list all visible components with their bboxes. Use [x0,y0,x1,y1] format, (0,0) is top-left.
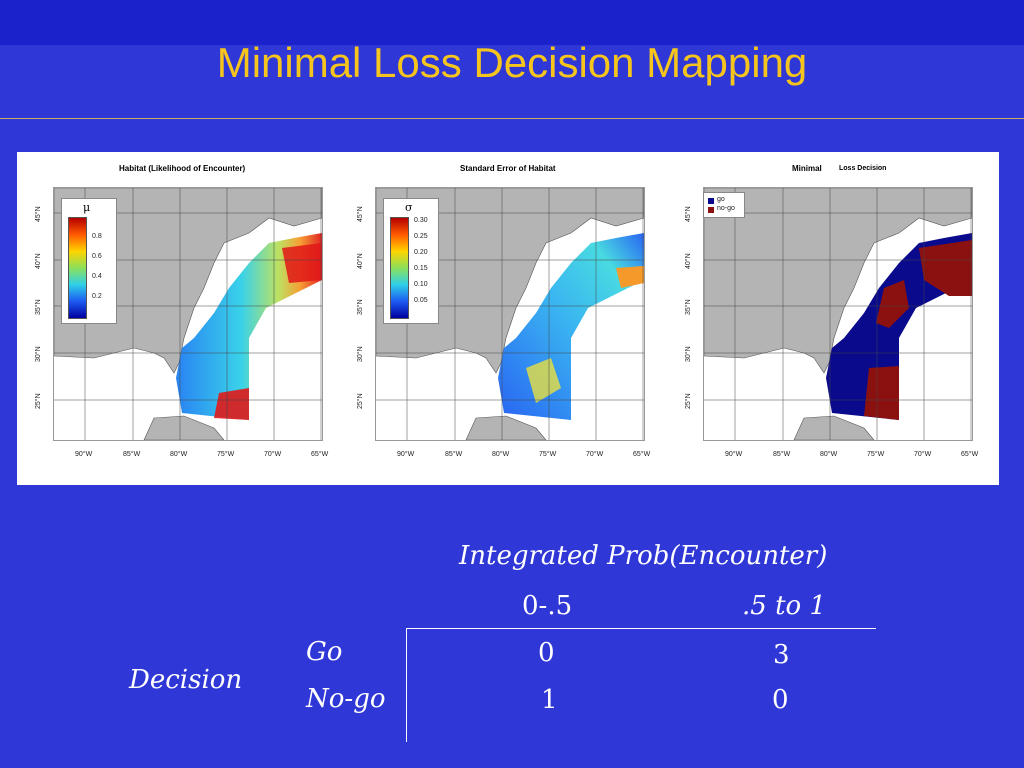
lon-label: 90°W [397,451,415,458]
row-group-label: Decision [129,665,243,695]
decision-legend: go no-go [703,192,745,218]
lat-label: 35°N [35,299,42,315]
legend-tick: 0.05 [414,297,428,304]
lat-label: 45°N [35,206,42,222]
panel-title: Habitat (Likelihood of Encounter) [119,164,246,173]
top-band [0,0,1024,45]
slide-title: Minimal Loss Decision Mapping [216,39,808,86]
nogo-swatch [708,207,714,213]
lon-label: 90°W [75,451,93,458]
lat-label: 45°N [685,206,692,222]
legend-tick: 0.25 [414,233,428,240]
lon-label: 70°W [914,451,932,458]
lon-label: 65°W [961,451,979,458]
lon-label: 85°W [773,451,791,458]
habitat-legend: μ 0.8 0.6 0.4 0.2 [61,198,117,324]
legend-tick: 0.15 [414,265,428,272]
lon-label: 85°W [445,451,463,458]
panel-title-part: Minimal [792,164,822,173]
lat-label: 30°N [685,346,692,362]
row-label: No-go [306,684,386,714]
go-swatch [708,198,714,204]
title-divider [0,118,1024,119]
legend-tick: 0.30 [414,217,428,224]
standard-error-panel: Standard Error of Habitat [339,152,666,485]
legend-tick: 0.8 [92,233,102,240]
lon-label: 80°W [492,451,510,458]
habitat-map-svg [54,188,322,440]
panel-title-part: Loss Decision [839,165,887,172]
lat-label: 25°N [357,393,364,409]
lon-label: 65°W [311,451,329,458]
legend-symbol: σ [405,201,413,214]
table-header: Integrated Prob(Encounter) [459,541,828,571]
decision-panel: Minimal Loss Decision 45°N [667,152,994,485]
lon-label: 75°W [217,451,235,458]
legend-colorbar [390,217,409,319]
legend-colorbar [68,217,87,319]
lon-label: 80°W [820,451,838,458]
standard-error-map-svg [376,188,644,440]
legend-entry-nogo: no-go [717,205,735,212]
lat-label: 30°N [35,346,42,362]
legend-tick: 0.6 [92,253,102,260]
legend-tick: 0.2 [92,293,102,300]
map-figure: Habitat (Likelihood of Encounter) [17,152,999,485]
table-cell: 1 [541,685,558,715]
decision-map [703,187,973,441]
lon-label: 75°W [867,451,885,458]
habitat-panel: Habitat (Likelihood of Encounter) [17,152,344,485]
legend-symbol: μ [83,201,91,214]
legend-tick: 0.20 [414,249,428,256]
lat-label: 25°N [35,393,42,409]
column-header: .5 to 1 [742,591,826,621]
lon-label: 80°W [170,451,188,458]
column-header: 0-.5 [522,591,573,621]
lat-label: 45°N [357,206,364,222]
lon-label: 90°W [725,451,743,458]
lon-label: 65°W [633,451,651,458]
panel-title: Standard Error of Habitat [460,164,556,173]
lat-label: 35°N [685,299,692,315]
table-cell: 0 [538,638,555,668]
standard-error-legend: σ 0.30 0.25 0.20 0.15 0.10 0.05 [383,198,439,324]
lon-label: 85°W [123,451,141,458]
table-header-rule [406,628,876,629]
decision-map-svg [704,188,972,440]
lon-label: 70°W [264,451,282,458]
legend-tick: 0.10 [414,281,428,288]
lat-label: 25°N [685,393,692,409]
lat-label: 35°N [357,299,364,315]
lat-label: 30°N [357,346,364,362]
table-cell: 0 [772,685,789,715]
lat-label: 40°N [35,253,42,269]
lat-label: 40°N [357,253,364,269]
row-label: Go [306,637,343,667]
table-row-rule [406,628,407,742]
lon-label: 70°W [586,451,604,458]
legend-entry-go: go [717,196,725,203]
table-cell: 3 [773,640,790,670]
lon-label: 75°W [539,451,557,458]
lat-label: 40°N [685,253,692,269]
legend-tick: 0.4 [92,273,102,280]
